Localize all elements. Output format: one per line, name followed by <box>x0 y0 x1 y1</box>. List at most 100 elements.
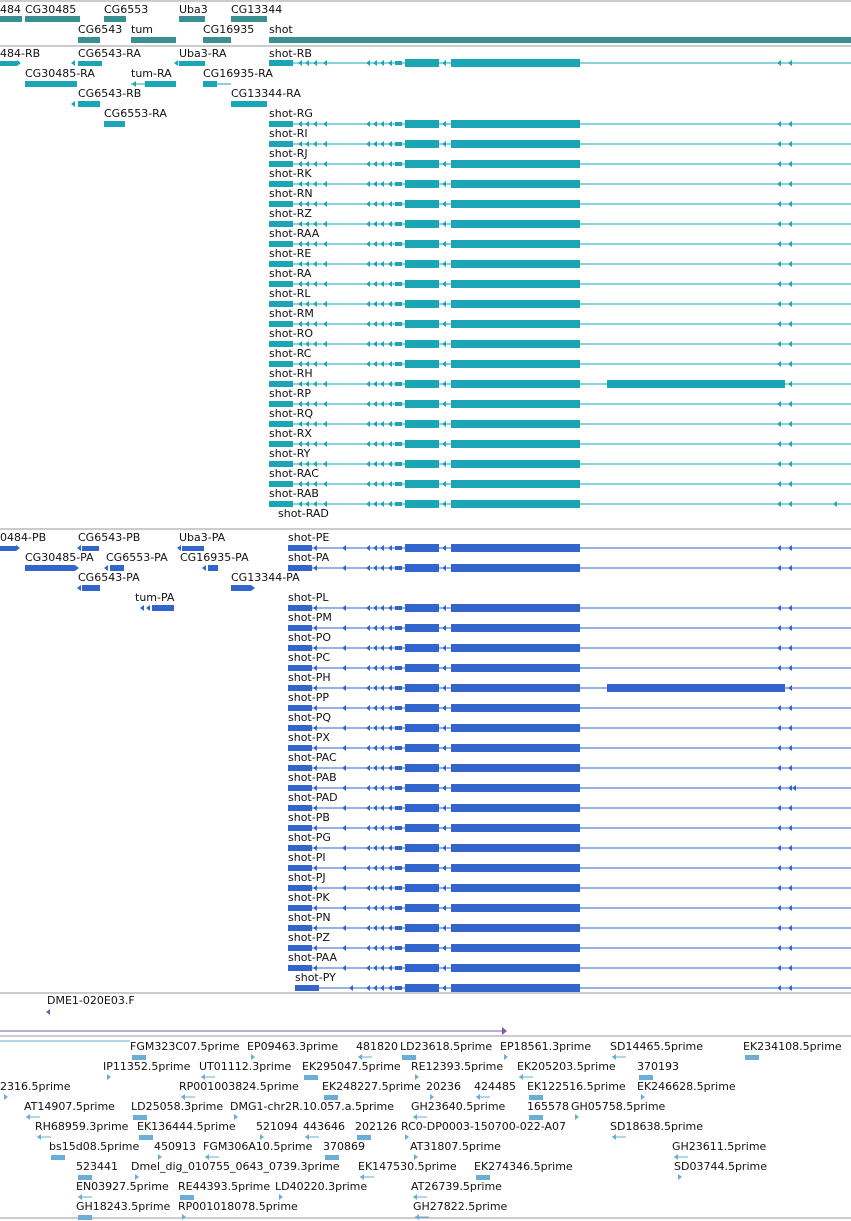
feature-glyph[interactable] <box>395 222 402 226</box>
feature-glyph[interactable] <box>405 180 439 188</box>
feature-glyph[interactable] <box>0 16 22 22</box>
feature-glyph[interactable] <box>451 300 580 308</box>
feature-glyph[interactable] <box>405 300 439 308</box>
feature-glyph[interactable] <box>451 180 580 188</box>
feature-glyph[interactable] <box>325 1155 339 1160</box>
feature-glyph[interactable] <box>25 81 77 87</box>
feature-glyph[interactable] <box>451 59 580 67</box>
feature-glyph[interactable] <box>269 421 293 427</box>
feature-glyph[interactable] <box>395 726 402 730</box>
feature-glyph[interactable] <box>395 626 402 630</box>
feature-glyph[interactable] <box>304 1075 318 1080</box>
feature-glyph[interactable] <box>0 546 16 551</box>
feature-glyph[interactable] <box>405 380 439 388</box>
feature-glyph[interactable] <box>269 141 293 147</box>
feature-glyph[interactable] <box>405 340 439 348</box>
feature-glyph[interactable] <box>405 500 439 508</box>
feature-glyph[interactable] <box>451 964 580 972</box>
feature-glyph[interactable] <box>231 585 251 591</box>
feature-glyph[interactable] <box>451 360 580 368</box>
feature-glyph[interactable] <box>179 61 205 66</box>
feature-glyph[interactable] <box>451 240 580 248</box>
feature-glyph[interactable] <box>405 864 439 872</box>
feature-glyph[interactable] <box>405 624 439 632</box>
feature-glyph[interactable] <box>405 200 439 208</box>
feature-glyph[interactable] <box>451 784 580 792</box>
feature-glyph[interactable] <box>395 786 402 790</box>
feature-glyph[interactable] <box>405 240 439 248</box>
feature-glyph[interactable] <box>395 686 402 690</box>
feature-glyph[interactable] <box>152 605 174 611</box>
feature-glyph[interactable] <box>395 926 402 930</box>
feature-glyph[interactable] <box>203 81 217 87</box>
feature-glyph[interactable] <box>451 744 580 752</box>
feature-glyph[interactable] <box>451 624 580 632</box>
feature-glyph[interactable] <box>78 1175 92 1180</box>
feature-glyph[interactable] <box>405 604 439 612</box>
feature-glyph[interactable] <box>451 320 580 328</box>
feature-glyph[interactable] <box>405 884 439 892</box>
feature-glyph[interactable] <box>451 864 580 872</box>
feature-glyph[interactable] <box>745 1055 759 1060</box>
feature-glyph[interactable] <box>451 564 580 572</box>
feature-glyph[interactable] <box>395 846 402 850</box>
feature-glyph[interactable] <box>405 440 439 448</box>
feature-glyph[interactable] <box>395 122 402 126</box>
feature-glyph[interactable] <box>269 181 293 187</box>
feature-glyph[interactable] <box>405 400 439 408</box>
feature-glyph[interactable] <box>395 302 402 306</box>
feature-glyph[interactable] <box>451 684 580 692</box>
feature-glyph[interactable] <box>395 322 402 326</box>
feature-glyph[interactable] <box>405 784 439 792</box>
feature-glyph[interactable] <box>451 340 580 348</box>
feature-glyph[interactable] <box>395 362 402 366</box>
feature-glyph[interactable] <box>139 1135 153 1140</box>
feature-glyph[interactable] <box>405 564 439 572</box>
feature-glyph[interactable] <box>104 16 126 22</box>
feature-glyph[interactable] <box>395 282 402 286</box>
feature-glyph[interactable] <box>451 260 580 268</box>
feature-glyph[interactable] <box>451 824 580 832</box>
feature-glyph[interactable] <box>395 826 402 830</box>
feature-glyph[interactable] <box>395 61 402 65</box>
feature-glyph[interactable] <box>451 844 580 852</box>
feature-glyph[interactable] <box>131 37 176 43</box>
feature-glyph[interactable] <box>451 280 580 288</box>
feature-glyph[interactable] <box>451 804 580 812</box>
feature-glyph[interactable] <box>451 544 580 552</box>
feature-glyph[interactable] <box>451 924 580 932</box>
feature-glyph[interactable] <box>405 824 439 832</box>
feature-glyph[interactable] <box>451 200 580 208</box>
feature-glyph[interactable] <box>405 480 439 488</box>
feature-glyph[interactable] <box>529 1115 543 1120</box>
feature-glyph[interactable] <box>269 501 293 507</box>
feature-glyph[interactable] <box>231 16 267 22</box>
feature-glyph[interactable] <box>451 724 580 732</box>
feature-glyph[interactable] <box>395 946 402 950</box>
feature-glyph[interactable] <box>269 201 293 207</box>
feature-glyph[interactable] <box>451 984 580 992</box>
feature-glyph[interactable] <box>451 140 580 148</box>
feature-glyph[interactable] <box>0 61 17 66</box>
feature-glyph[interactable] <box>269 361 293 367</box>
feature-glyph[interactable] <box>78 37 100 43</box>
feature-glyph[interactable] <box>405 260 439 268</box>
feature-glyph[interactable] <box>132 1055 146 1060</box>
feature-glyph[interactable] <box>405 544 439 552</box>
feature-glyph[interactable] <box>405 704 439 712</box>
feature-glyph[interactable] <box>451 704 580 712</box>
feature-glyph[interactable] <box>395 202 402 206</box>
feature-glyph[interactable] <box>405 924 439 932</box>
feature-glyph[interactable] <box>269 241 293 247</box>
feature-glyph[interactable] <box>269 381 293 387</box>
feature-glyph[interactable] <box>395 766 402 770</box>
feature-glyph[interactable] <box>269 281 293 287</box>
feature-glyph[interactable] <box>395 442 402 446</box>
feature-glyph[interactable] <box>82 546 99 551</box>
feature-glyph[interactable] <box>269 161 293 167</box>
feature-glyph[interactable] <box>405 644 439 652</box>
feature-glyph[interactable] <box>357 1135 371 1140</box>
feature-glyph[interactable] <box>405 360 439 368</box>
feature-glyph[interactable] <box>405 764 439 772</box>
feature-glyph[interactable] <box>179 16 205 22</box>
